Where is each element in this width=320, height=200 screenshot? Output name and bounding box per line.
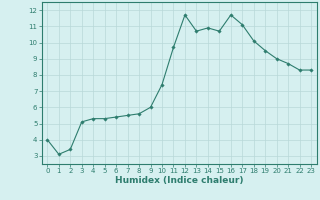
X-axis label: Humidex (Indice chaleur): Humidex (Indice chaleur) [115,176,244,185]
